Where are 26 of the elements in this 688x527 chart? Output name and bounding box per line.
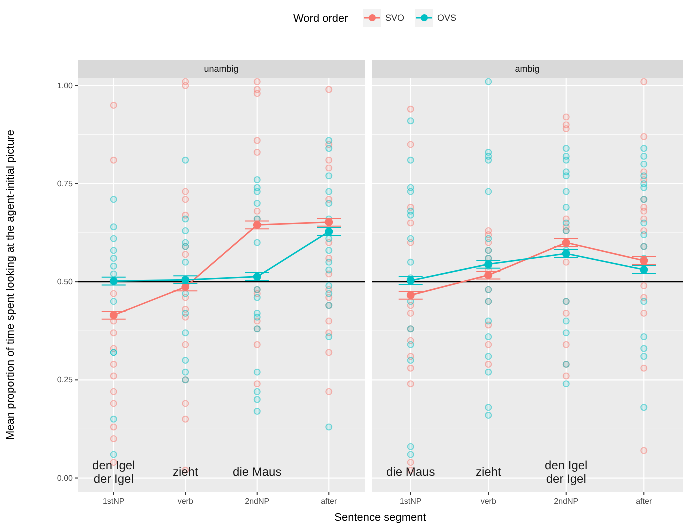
legend-title: Word order [294, 12, 349, 25]
x-tick-label: 1stNP [400, 497, 422, 506]
y-tick-label: 0.00 [57, 474, 74, 483]
x-axis-title: Sentence segment [334, 512, 426, 524]
y-tick-label: 0.75 [57, 180, 74, 189]
x-tick-label: verb [480, 497, 497, 506]
annotation: die Maus [386, 465, 436, 480]
annotation: den Igel der Igel [545, 458, 588, 486]
y-tick-label: 0.50 [57, 278, 74, 287]
x-tick-label: 1stNP [102, 497, 125, 506]
annotation: zieht [172, 465, 199, 480]
y-tick-label: 0.25 [57, 376, 74, 385]
x-tick-label: after [321, 497, 338, 506]
x-tick-label: after [636, 497, 652, 506]
annotation: den Igel der Igel [92, 458, 136, 486]
x-tick-label: 2ndNP [245, 497, 270, 506]
chart-title: unambig [204, 64, 239, 74]
x-tick-label: 2ndNP [554, 497, 579, 506]
chart-title: ambig [515, 64, 540, 74]
annotation: zieht [476, 465, 502, 480]
y-tick-label: 1.00 [57, 81, 74, 90]
x-tick-label: verb [178, 497, 194, 506]
annotation: die Maus [233, 465, 282, 480]
y-axis-title: Mean proportion of time spent looking at the agent-initial picture [5, 130, 17, 440]
legend-label: SVO [386, 13, 405, 24]
legend-label: OVS [438, 13, 457, 24]
